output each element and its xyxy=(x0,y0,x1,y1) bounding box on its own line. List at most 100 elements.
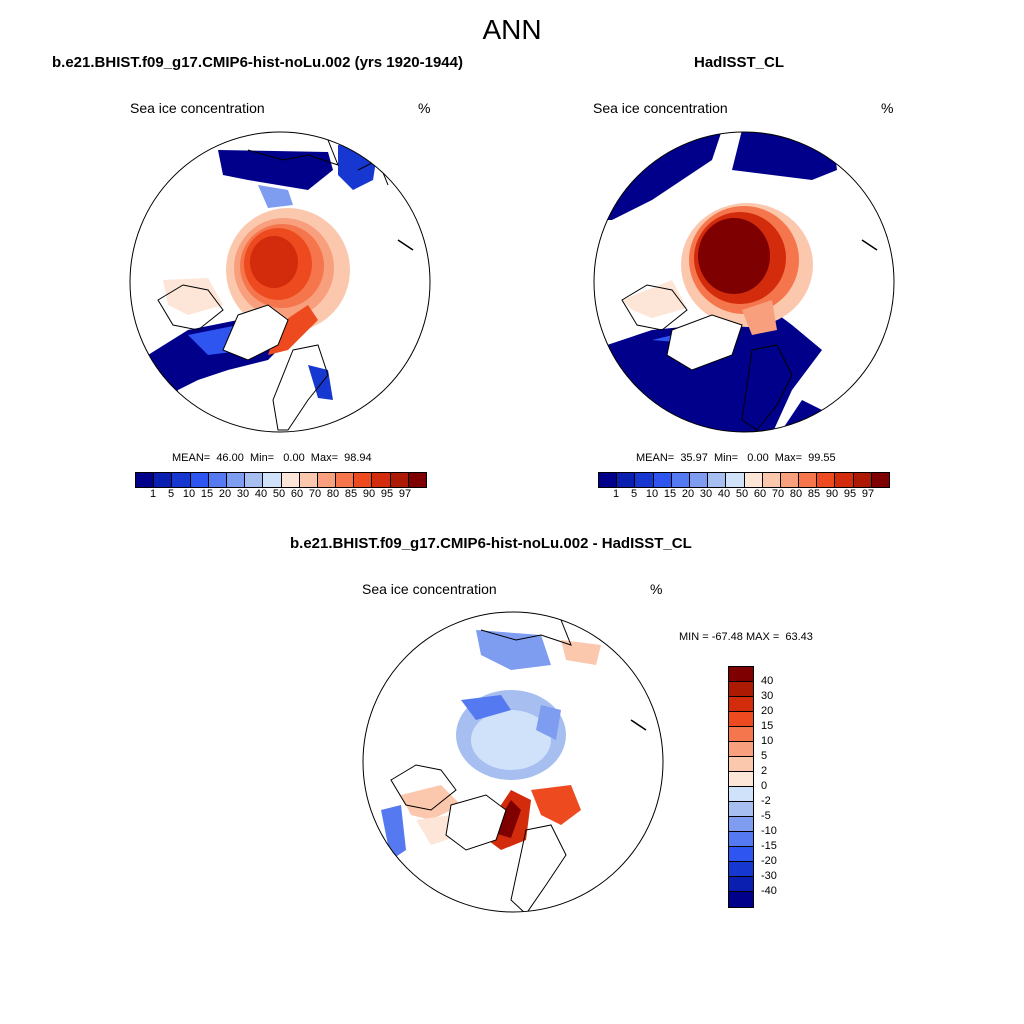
colorbar-swatch xyxy=(729,742,753,757)
colorbar-tick-label: 15 xyxy=(200,488,214,500)
panel2-polar-map xyxy=(593,131,895,433)
colorbar-tick-label: 5 xyxy=(167,488,175,500)
colorbar-tick-label: -40 xyxy=(761,885,777,897)
colorbar-tick-label: 5 xyxy=(761,750,768,762)
colorbar-tick-label: 40 xyxy=(717,488,731,500)
colorbar-swatch xyxy=(190,473,209,487)
colorbar-swatch xyxy=(729,697,753,712)
panel3-stats: MIN = -67.48 MAX = 63.43 xyxy=(679,631,813,643)
panel1-title: b.e21.BHIST.f09_g17.CMIP6-hist-noLu.002 … xyxy=(52,54,463,71)
colorbar-swatch xyxy=(653,473,672,487)
figure-title: ANN xyxy=(482,14,542,45)
colorbar-swatch xyxy=(729,667,753,682)
panel1-colorbar: 1 5 10 15 20 30 40 50 60 70 80 85 90 95 97 xyxy=(135,472,427,500)
colorbar-swatch xyxy=(154,473,173,487)
colorbar-tick-label: 20 xyxy=(218,488,232,500)
colorbar-swatch xyxy=(729,802,753,817)
colorbar-swatch xyxy=(817,473,836,487)
colorbar-swatch xyxy=(729,772,753,787)
panel3-colorbar xyxy=(728,666,754,908)
colorbar-swatch xyxy=(729,862,753,877)
colorbar-swatch xyxy=(708,473,727,487)
panel1-units: % xyxy=(418,100,431,116)
panel3-variable: Sea ice concentration xyxy=(362,581,497,597)
colorbar-swatch xyxy=(390,473,409,487)
colorbar-swatch xyxy=(599,473,618,487)
colorbar-tick-label: 30 xyxy=(761,690,774,702)
panel3-polar-map xyxy=(362,611,664,913)
colorbar-swatch xyxy=(729,727,753,742)
panel2-colorbar: 1 5 10 15 20 30 40 50 60 70 80 85 90 95 97 xyxy=(598,472,890,500)
colorbar-swatch xyxy=(853,473,872,487)
colorbar-swatch xyxy=(729,817,753,832)
colorbar-swatch xyxy=(245,473,264,487)
colorbar-tick-label: 15 xyxy=(761,720,774,732)
colorbar-swatch xyxy=(336,473,355,487)
colorbar-swatch xyxy=(617,473,636,487)
colorbar-swatch xyxy=(729,847,753,862)
colorbar-swatch xyxy=(354,473,373,487)
colorbar-swatch xyxy=(372,473,391,487)
colorbar-tick-label: 40 xyxy=(254,488,268,500)
colorbar-tick-label: 90 xyxy=(362,488,376,500)
colorbar-swatch xyxy=(729,682,753,697)
colorbar-swatch xyxy=(729,787,753,802)
colorbar-tick-label: 80 xyxy=(326,488,340,500)
colorbar-swatch xyxy=(871,473,889,487)
colorbar-tick-label: 5 xyxy=(630,488,638,500)
colorbar-swatch xyxy=(729,712,753,727)
colorbar-swatch xyxy=(226,473,246,487)
colorbar-tick-label: 20 xyxy=(681,488,695,500)
colorbar-tick-label: 50 xyxy=(735,488,749,500)
colorbar-tick-label: 70 xyxy=(308,488,322,500)
colorbar-tick-label: -5 xyxy=(761,810,771,822)
panel2-variable: Sea ice concentration xyxy=(593,100,728,116)
colorbar-tick-label: 60 xyxy=(753,488,767,500)
colorbar-tick-label: 50 xyxy=(272,488,286,500)
colorbar-tick-label: 97 xyxy=(398,488,412,500)
panel3-title: b.e21.BHIST.f09_g17.CMIP6-hist-noLu.002 … xyxy=(290,535,692,552)
colorbar-swatch xyxy=(835,473,854,487)
colorbar-tick-label: 1 xyxy=(149,488,157,500)
colorbar-tick-label: -15 xyxy=(761,840,777,852)
colorbar-tick-label: 97 xyxy=(861,488,875,500)
colorbar-tick-label: 15 xyxy=(663,488,677,500)
panel1-stats: MEAN= 46.00 Min= 0.00 Max= 98.94 xyxy=(172,452,372,464)
colorbar-tick-label: 10 xyxy=(645,488,659,500)
colorbar-swatch xyxy=(799,473,818,487)
colorbar-swatch xyxy=(208,473,227,487)
colorbar-swatch xyxy=(172,473,191,487)
colorbar-swatch xyxy=(408,473,426,487)
panel1-polar-map xyxy=(129,131,431,433)
panel2-title: HadISST_CL xyxy=(694,54,785,71)
colorbar-tick-label: 10 xyxy=(182,488,196,500)
colorbar-tick-label: 1 xyxy=(612,488,620,500)
colorbar-tick-label: 70 xyxy=(771,488,785,500)
panel2-stats: MEAN= 35.97 Min= 0.00 Max= 99.55 xyxy=(636,452,836,464)
colorbar-tick-label: 0 xyxy=(761,780,768,792)
colorbar-tick-label: 30 xyxy=(236,488,250,500)
colorbar-swatch xyxy=(281,473,300,487)
panel3-units: % xyxy=(650,581,663,597)
colorbar-swatch xyxy=(635,473,654,487)
colorbar-swatch xyxy=(762,473,781,487)
panel1-variable: Sea ice concentration xyxy=(130,100,265,116)
colorbar-tick-label: 20 xyxy=(761,705,774,717)
colorbar-tick-label: 10 xyxy=(761,735,774,747)
colorbar-swatch xyxy=(263,473,282,487)
colorbar-swatch xyxy=(726,473,745,487)
colorbar-tick-label: -20 xyxy=(761,855,777,867)
colorbar-swatch xyxy=(689,473,709,487)
colorbar-swatch xyxy=(729,757,753,772)
colorbar-tick-label: -30 xyxy=(761,870,777,882)
colorbar-tick-label: -2 xyxy=(761,795,771,807)
colorbar-tick-label: 85 xyxy=(344,488,358,500)
colorbar-swatch xyxy=(744,473,763,487)
colorbar-tick-label: 90 xyxy=(825,488,839,500)
colorbar-tick-label: 30 xyxy=(699,488,713,500)
colorbar-swatch xyxy=(671,473,690,487)
colorbar-swatch xyxy=(780,473,800,487)
colorbar-tick-label: 95 xyxy=(380,488,394,500)
colorbar-swatch xyxy=(299,473,318,487)
colorbar-swatch xyxy=(729,892,753,907)
